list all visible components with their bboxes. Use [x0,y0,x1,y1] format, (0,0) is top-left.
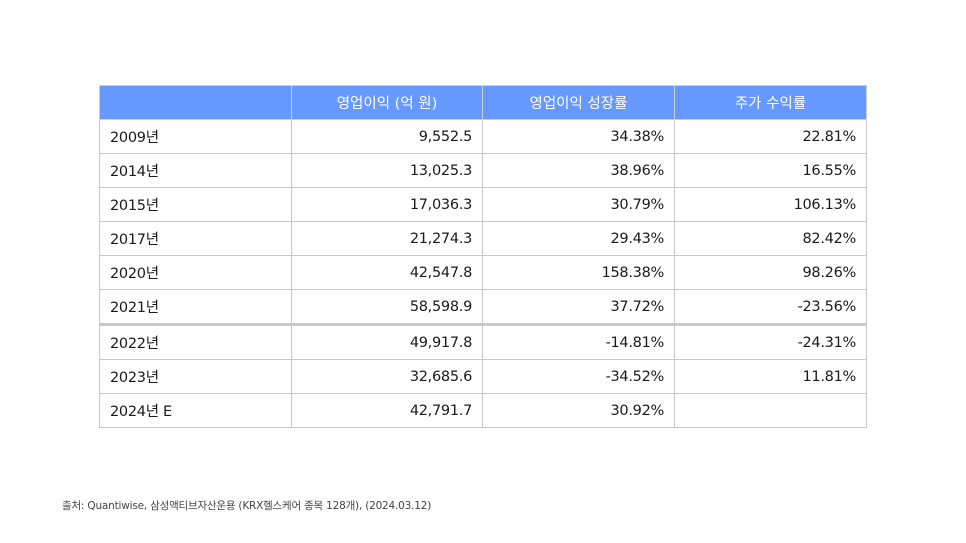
cell-stock-return: 11.81% [674,359,867,394]
cell-growth-rate: 30.92% [482,393,675,428]
cell-growth-rate: 158.38% [482,255,675,290]
cell-stock-return: 22.81% [674,119,867,154]
cell-stock-return [674,393,867,428]
cell-operating-income: 42,791.7 [291,393,483,428]
header-growth-rate: 영업이익 성장률 [482,85,675,120]
header-stock-return: 주가 수익률 [674,85,867,120]
cell-growth-rate: 37.72% [482,289,675,325]
operating-income-table: 영업이익 (억 원) 영업이익 성장률 주가 수익률 2009년 9,552.5 3… [99,85,867,428]
cell-stock-return: -23.56% [674,289,867,325]
cell-year: 2014년 [99,153,292,188]
cell-year: 2015년 [99,187,292,222]
table-row: 2024년 E 42,791.7 30.92% [99,393,867,428]
cell-year: 2020년 [99,255,292,290]
cell-operating-income: 21,274.3 [291,221,483,256]
table-row: 2020년 42,547.8 158.38% 98.26% [99,255,867,290]
cell-growth-rate: -34.52% [482,359,675,394]
cell-year: 2009년 [99,119,292,154]
cell-stock-return: 16.55% [674,153,867,188]
cell-year: 2024년 E [99,393,292,428]
cell-growth-rate: 38.96% [482,153,675,188]
table-row: 2021년 58,598.9 37.72% -23.56% [99,289,867,325]
cell-operating-income: 32,685.6 [291,359,483,394]
cell-stock-return: 106.13% [674,187,867,222]
cell-stock-return: -24.31% [674,323,867,360]
data-table-container: 영업이익 (억 원) 영업이익 성장률 주가 수익률 2009년 9,552.5 3… [99,85,867,428]
cell-year: 2017년 [99,221,292,256]
table-row: 2023년 32,685.6 -34.52% 11.81% [99,359,867,394]
cell-year: 2021년 [99,289,292,325]
header-operating-income: 영업이익 (억 원) [291,85,483,120]
cell-growth-rate: 29.43% [482,221,675,256]
cell-stock-return: 82.42% [674,221,867,256]
cell-year: 2022년 [99,323,292,360]
table-row: 2009년 9,552.5 34.38% 22.81% [99,119,867,154]
cell-operating-income: 17,036.3 [291,187,483,222]
cell-year: 2023년 [99,359,292,394]
cell-operating-income: 42,547.8 [291,255,483,290]
source-footnote: 출처: Quantiwise, 삼성액티브자산운용 (KRX헬스케어 종목 12… [62,500,432,512]
cell-operating-income: 13,025.3 [291,153,483,188]
cell-growth-rate: 30.79% [482,187,675,222]
table-row: 2022년 49,917.8 -14.81% -24.31% [99,323,867,360]
table-header-row: 영업이익 (억 원) 영업이익 성장률 주가 수익률 [99,85,867,120]
cell-growth-rate: 34.38% [482,119,675,154]
cell-operating-income: 49,917.8 [291,323,483,360]
table-row: 2017년 21,274.3 29.43% 82.42% [99,221,867,256]
cell-stock-return: 98.26% [674,255,867,290]
header-year [99,85,292,120]
cell-growth-rate: -14.81% [482,323,675,360]
cell-operating-income: 9,552.5 [291,119,483,154]
cell-operating-income: 58,598.9 [291,289,483,325]
table-body: 2009년 9,552.5 34.38% 22.81% 2014년 13,025.3 38.… [99,119,867,428]
table-row: 2014년 13,025.3 38.96% 16.55% [99,153,867,188]
table-row: 2015년 17,036.3 30.79% 106.13% [99,187,867,222]
